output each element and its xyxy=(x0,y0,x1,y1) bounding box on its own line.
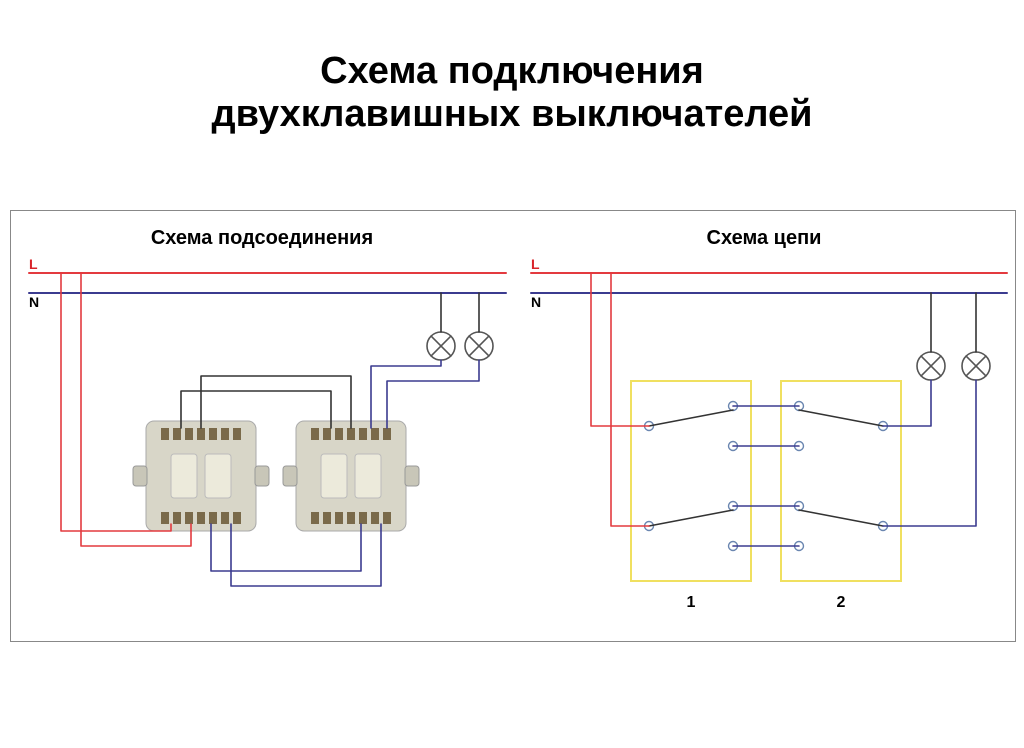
svg-text:L: L xyxy=(531,256,540,272)
svg-text:L: L xyxy=(29,256,38,272)
title-line-2: двухклавишных выключателей xyxy=(0,93,1024,136)
right-panel-title: Схема цепи xyxy=(513,227,1015,250)
left-panel-title: Схема подсоединения xyxy=(11,227,513,250)
svg-text:1: 1 xyxy=(687,594,696,611)
diagram-panel: Схема подсоединения Схема цепи L N L N 1 2 xyxy=(10,210,1016,642)
title-line-1: Схема подключения xyxy=(0,50,1024,93)
wiring-diagram: L N L N 1 2 xyxy=(11,211,1015,641)
svg-text:2: 2 xyxy=(837,594,846,611)
main-title: Схема подключения двухклавишных выключат… xyxy=(0,50,1024,136)
svg-text:N: N xyxy=(29,294,39,310)
svg-text:N: N xyxy=(531,294,541,310)
